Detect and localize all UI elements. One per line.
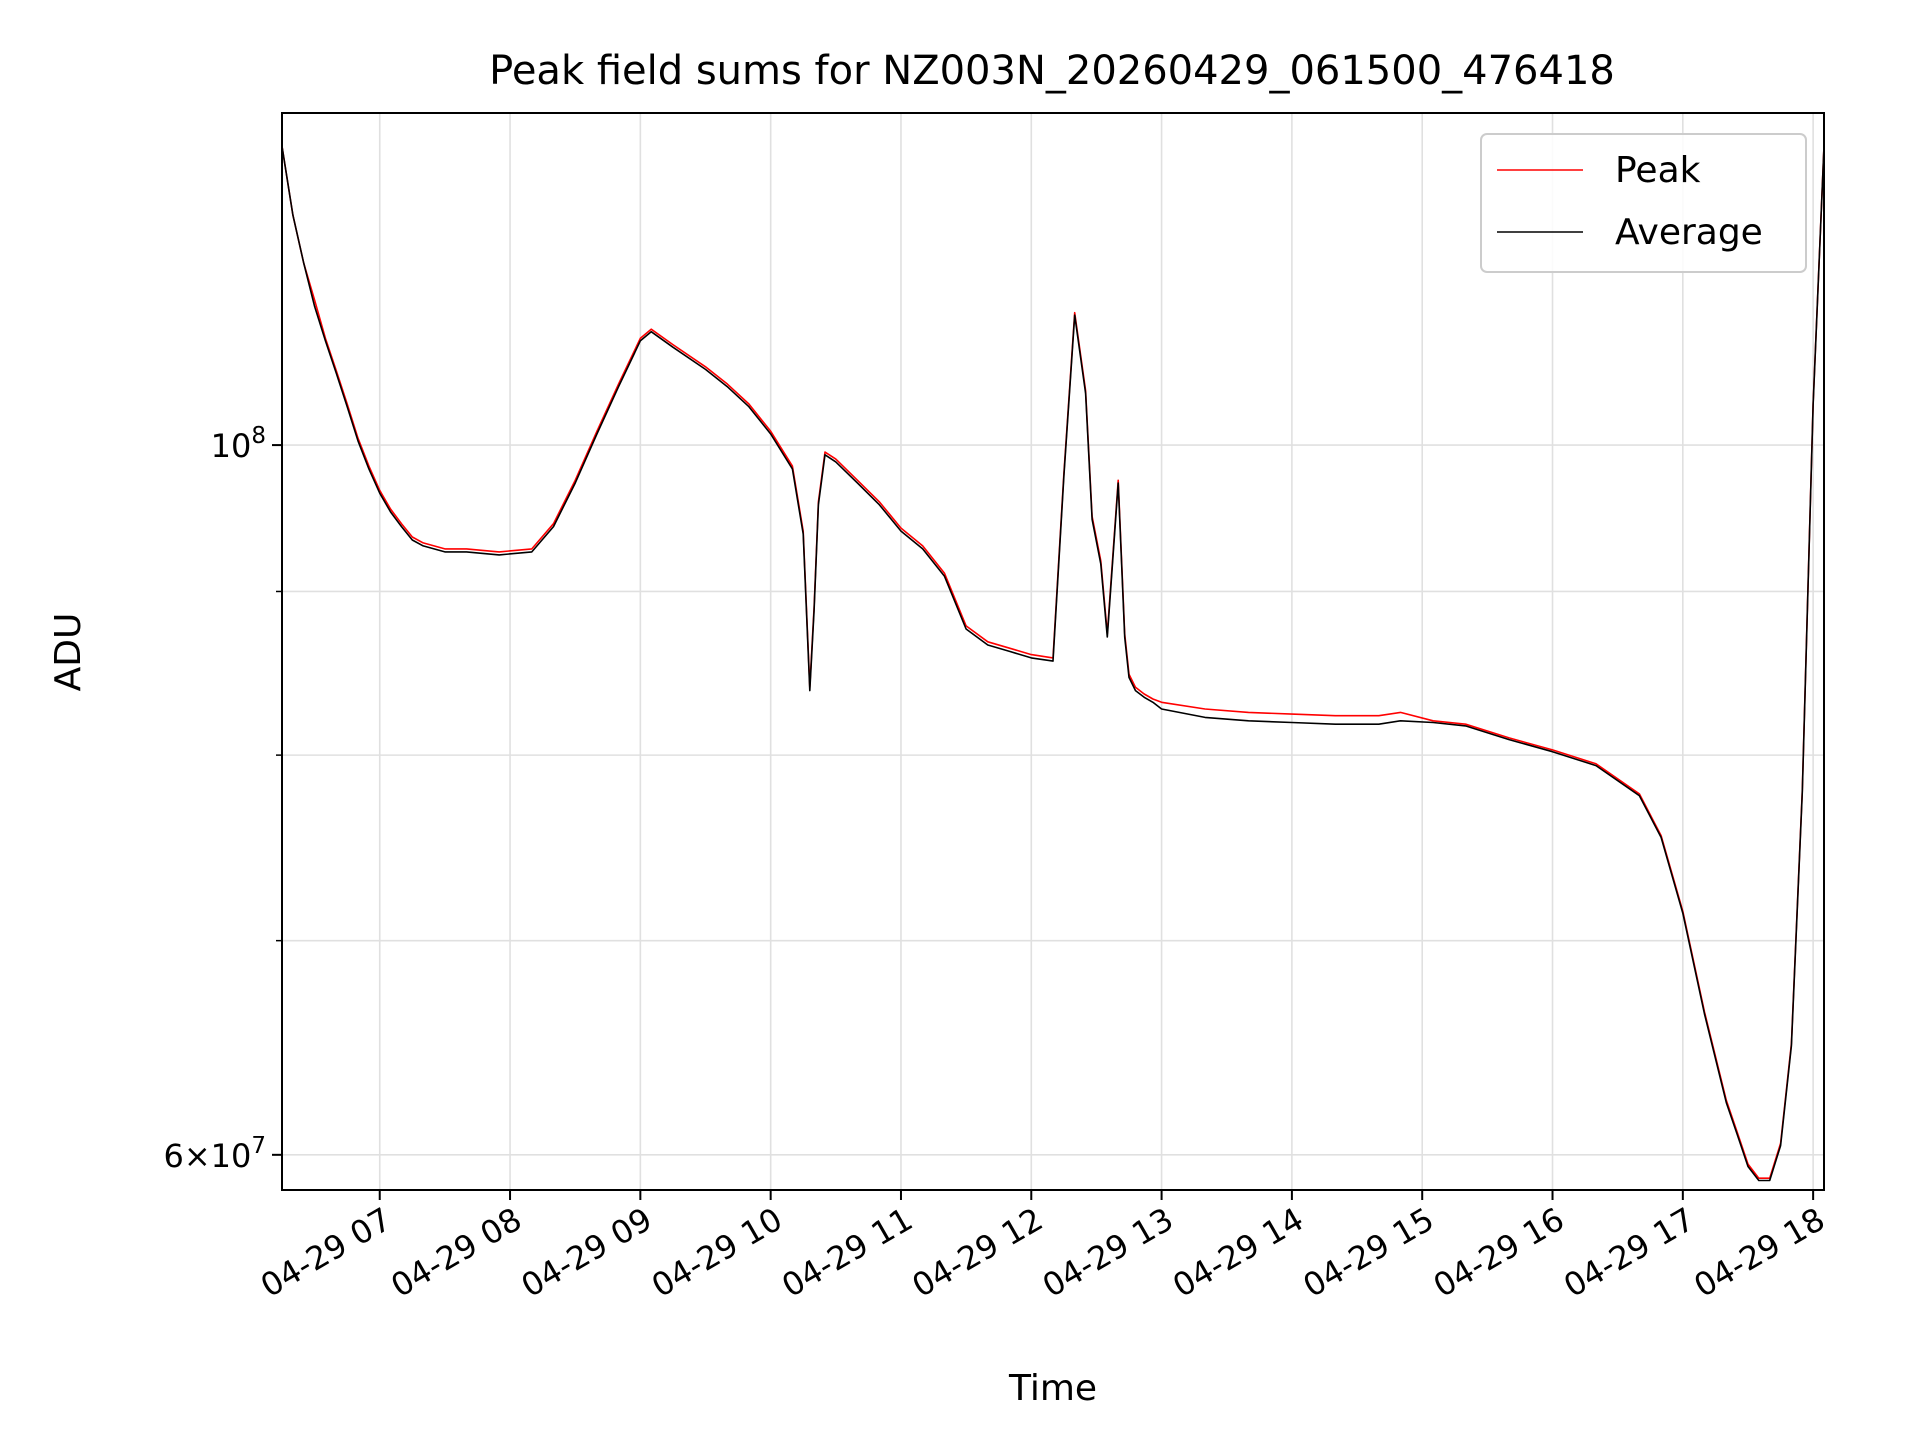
y-tick-label: 108 [211, 423, 266, 465]
grid [282, 113, 1824, 1190]
y-axis-label: ADU [48, 613, 89, 692]
series-line-average [281, 146, 1825, 1182]
legend-label-peak: Peak [1615, 150, 1701, 191]
legend: Peak Average [1480, 133, 1807, 273]
chart-title: Peak field sums for NZ003N_20260429_0615… [489, 48, 1615, 94]
plot-frame [281, 112, 1825, 1191]
x-axis-label: Time [1008, 1368, 1097, 1409]
series-lines [281, 146, 1825, 1182]
y-tick-label: 6×107 [163, 1133, 266, 1175]
series-line-peak [281, 146, 1825, 1179]
y-axis: 108 6×107 [163, 423, 282, 1175]
legend-box [1480, 133, 1807, 273]
legend-label-average: Average [1615, 212, 1763, 253]
